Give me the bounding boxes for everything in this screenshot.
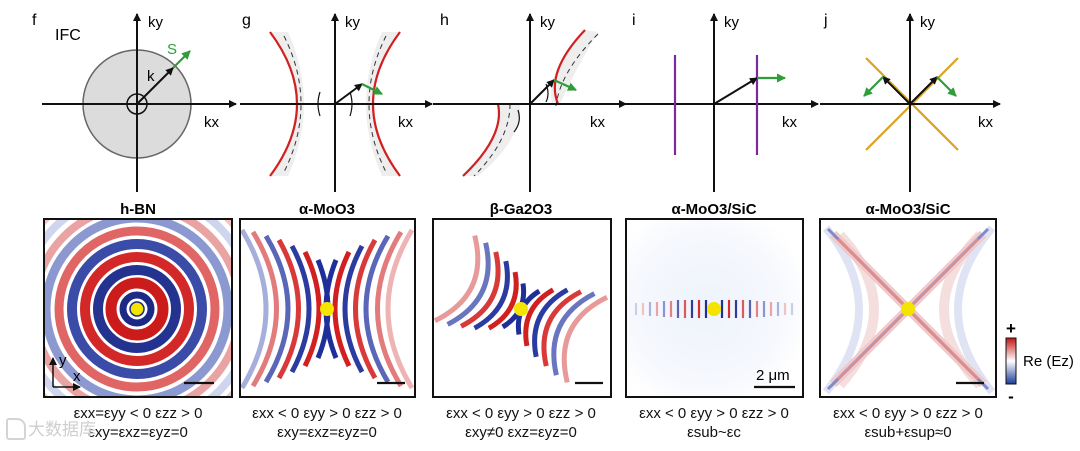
- source-dot-h: [514, 302, 528, 316]
- colorbar-label: Re (Ez): [1023, 353, 1074, 370]
- cond-j-2: εsub+εsup≈0: [864, 424, 952, 441]
- conditions-g: εxx < 0 εyy > 0 εzz > 0 εxy=εxz=εyz=0: [232, 404, 422, 442]
- title-i: α-MoO3/SiC: [671, 201, 756, 218]
- source-dot-g: [320, 302, 334, 316]
- panel-letter-g: g: [242, 12, 251, 29]
- k-vector: [136, 67, 174, 105]
- watermark-text: 大数据库: [28, 420, 96, 439]
- field-map-i: [626, 219, 803, 397]
- conditions-i: εxx < 0 εyy > 0 εzz > 0 εsub~εc: [619, 404, 809, 442]
- cond-j-1: εxx < 0 εyy > 0 εzz > 0: [833, 405, 983, 422]
- panel-letter-i: i: [632, 12, 636, 29]
- ifc-diagram-h: h ky kx: [433, 12, 627, 192]
- watermark-icon: [6, 418, 26, 440]
- svg-text:k: k: [147, 68, 155, 85]
- panel-letter-j: j: [823, 12, 828, 29]
- title-g: α-MoO3: [299, 201, 355, 218]
- cond-f-2: εxy=εxz=εyz=0: [88, 424, 188, 441]
- svg-text:ky: ky: [920, 14, 936, 31]
- source-dot-f: [129, 301, 145, 317]
- title-j: α-MoO3/SiC: [865, 201, 950, 218]
- scale-label-i: 2 μm: [756, 367, 790, 384]
- svg-text:ky: ky: [148, 14, 164, 31]
- source-dot-j: [901, 302, 915, 316]
- svg-text:ky: ky: [724, 14, 740, 31]
- cond-g-2: εxy=εxz=εyz=0: [277, 424, 377, 441]
- conditions-h: εxx < 0 εyy > 0 εzz > 0 εxy≠0 εxz=εyz=0: [426, 404, 616, 442]
- s-vector: [172, 50, 191, 69]
- ifc-diagram-g: g ky kx: [240, 12, 433, 192]
- svg-text:kx: kx: [978, 114, 994, 131]
- axis-indicator-f: y x: [49, 352, 81, 391]
- svg-text:x: x: [73, 368, 81, 385]
- cond-h-1: εxx < 0 εyy > 0 εzz > 0: [446, 405, 596, 422]
- cond-i-2: εsub~εc: [687, 424, 741, 441]
- conditions-j: εxx < 0 εyy > 0 εzz > 0 εsub+εsup≈0: [813, 404, 1003, 442]
- panel-letter-h: h: [440, 12, 449, 29]
- ifc-label: IFC: [55, 27, 81, 44]
- source-dot-i: [707, 302, 721, 316]
- svg-text:kx: kx: [204, 114, 220, 131]
- svg-text:S: S: [167, 41, 177, 58]
- field-map-g: [240, 219, 415, 397]
- ifc-diagram-i: i ky kx: [626, 12, 819, 192]
- title-f: h-BN: [120, 201, 156, 218]
- svg-text:ky: ky: [345, 14, 361, 31]
- svg-text:kx: kx: [398, 114, 414, 131]
- cond-g-1: εxx < 0 εyy > 0 εzz > 0: [252, 405, 402, 422]
- svg-text:kx: kx: [782, 114, 798, 131]
- field-map-f: [44, 219, 232, 397]
- colorbar: + - Re (Ez): [1005, 319, 1074, 406]
- cond-f-1: εxx=εyy < 0 εzz > 0: [73, 405, 203, 422]
- conditions-f: εxx=εyy < 0 εzz > 0 εxy=εxz=εyz=0: [43, 404, 233, 442]
- svg-text:kx: kx: [590, 114, 606, 131]
- svg-text:ky: ky: [540, 14, 556, 31]
- title-h: β-Ga2O3: [490, 201, 553, 218]
- field-map-h: [433, 219, 611, 397]
- ifc-diagram-f: f IFC ky kx k S: [32, 12, 237, 192]
- svg-text:y: y: [59, 352, 67, 369]
- field-map-j: [820, 219, 996, 397]
- panel-letter-f: f: [32, 12, 37, 29]
- cond-i-1: εxx < 0 εyy > 0 εzz > 0: [639, 405, 789, 422]
- ifc-diagram-j: j ky kx: [820, 12, 1001, 192]
- colorbar-plus: +: [1006, 319, 1016, 338]
- cond-h-2: εxy≠0 εxz=εyz=0: [465, 424, 577, 441]
- colorbar-minus: -: [1008, 387, 1014, 406]
